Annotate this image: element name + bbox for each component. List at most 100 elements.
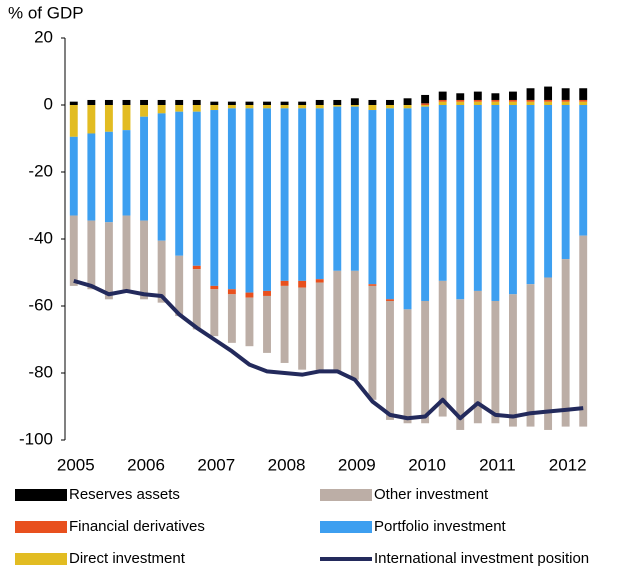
bar-segment bbox=[140, 99, 149, 105]
bar-segment bbox=[421, 106, 430, 301]
bar-segment bbox=[350, 106, 359, 271]
legend-swatch bbox=[320, 521, 372, 533]
x-tick-label: 2007 bbox=[197, 455, 235, 474]
bar-segment bbox=[421, 300, 430, 424]
bar-segment bbox=[491, 101, 500, 105]
bar-segment bbox=[210, 285, 219, 290]
bar-segment bbox=[87, 105, 96, 134]
bar-segment bbox=[508, 105, 517, 295]
x-tick-label: 2011 bbox=[479, 455, 516, 474]
bar-segment bbox=[421, 94, 430, 104]
y-tick-label: -100 bbox=[19, 429, 53, 448]
bar-segment bbox=[245, 108, 254, 293]
legend-swatch bbox=[15, 521, 67, 533]
bar-segment bbox=[333, 270, 342, 373]
bar-segment bbox=[579, 105, 588, 236]
bar-segment bbox=[245, 105, 254, 109]
bar-segment bbox=[263, 295, 271, 353]
bar-segment bbox=[298, 105, 307, 109]
bar-segment bbox=[473, 290, 482, 424]
bar-segment bbox=[227, 289, 236, 295]
bar-segment bbox=[544, 277, 553, 430]
bar-segment bbox=[315, 279, 324, 283]
bar-segment bbox=[315, 99, 324, 105]
bar-segment bbox=[368, 284, 377, 286]
bar-segment bbox=[386, 108, 394, 300]
bar-segment bbox=[140, 220, 149, 300]
legend-label: International investment position bbox=[374, 550, 589, 567]
bar-segment bbox=[298, 101, 307, 105]
bar-segment bbox=[298, 108, 307, 281]
bar-segment bbox=[69, 136, 78, 216]
line-series bbox=[73, 278, 584, 421]
bar-segment bbox=[368, 285, 377, 400]
bar-segment bbox=[526, 105, 535, 285]
bar-segment bbox=[473, 105, 482, 291]
bar-segment bbox=[263, 108, 271, 291]
bar-segment bbox=[140, 105, 149, 117]
bar-segment bbox=[544, 105, 553, 278]
y-tick-label: -60 bbox=[28, 295, 53, 314]
bar-segment bbox=[122, 105, 131, 131]
bar-segment bbox=[104, 222, 113, 300]
bar-segment bbox=[561, 105, 570, 260]
bar-segment bbox=[280, 101, 289, 105]
bar-segment bbox=[561, 88, 570, 100]
bar-segment bbox=[526, 99, 535, 102]
bar-segment bbox=[157, 113, 166, 241]
bar-segment bbox=[210, 105, 219, 111]
bar-segment bbox=[157, 99, 166, 105]
bar-segment bbox=[491, 300, 500, 424]
bar-segment bbox=[508, 294, 517, 427]
x-tick-label: 2012 bbox=[549, 455, 587, 474]
bar-segment bbox=[526, 101, 535, 105]
bar-segment bbox=[368, 110, 377, 285]
bar-segment bbox=[69, 215, 78, 286]
bar-segment bbox=[175, 99, 184, 105]
bar-segment bbox=[386, 105, 394, 109]
bar-segment bbox=[280, 105, 289, 109]
bar-segment bbox=[122, 215, 131, 293]
bar-segment bbox=[315, 282, 324, 373]
bar-segment bbox=[210, 289, 219, 337]
bar-segment bbox=[157, 105, 166, 114]
bar-segment bbox=[104, 131, 113, 223]
bar-segment bbox=[456, 99, 465, 102]
bar-segment bbox=[579, 99, 588, 102]
bar-segment bbox=[175, 111, 184, 256]
bar-segment bbox=[561, 101, 570, 105]
bar-segment bbox=[508, 101, 517, 105]
bar-segment bbox=[263, 105, 271, 109]
legend-label: Other investment bbox=[374, 486, 489, 503]
bar-segment bbox=[333, 99, 342, 105]
bar-segment bbox=[333, 105, 342, 107]
bar-segment bbox=[104, 99, 113, 105]
bar-segment bbox=[245, 297, 254, 347]
bar-segment bbox=[491, 99, 500, 102]
bar-segment bbox=[298, 280, 307, 288]
bar-segment bbox=[263, 290, 271, 296]
bar-segment bbox=[403, 98, 412, 105]
bar-segment bbox=[227, 101, 236, 105]
bar-segment bbox=[421, 103, 430, 105]
bar-segment bbox=[315, 108, 324, 280]
bar-segment bbox=[544, 101, 553, 105]
bar-segment bbox=[438, 101, 447, 105]
bar-segment bbox=[386, 299, 394, 301]
bar-segment bbox=[263, 101, 271, 105]
x-tick-label: 2006 bbox=[127, 455, 165, 474]
y-tick-label: -40 bbox=[28, 228, 53, 247]
bar-segment bbox=[87, 220, 96, 290]
y-tick-label: 0 bbox=[44, 94, 53, 113]
bar-segment bbox=[87, 99, 96, 105]
bar-segment bbox=[579, 235, 588, 427]
bar-segment bbox=[69, 101, 78, 105]
bar-segment bbox=[368, 105, 377, 111]
bar-segment bbox=[508, 91, 517, 100]
bar-segment bbox=[140, 116, 149, 221]
bar-segment bbox=[87, 133, 96, 221]
bar-segment bbox=[333, 106, 342, 271]
bar-segment bbox=[403, 108, 412, 310]
